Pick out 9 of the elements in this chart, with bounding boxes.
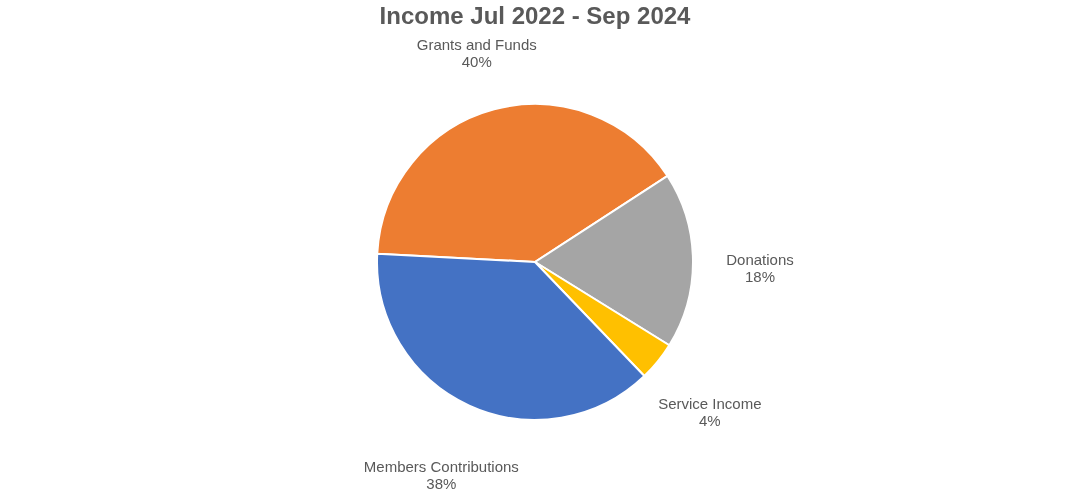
slice-label: Service Income bbox=[658, 394, 762, 412]
data-label: 18% bbox=[744, 267, 775, 285]
data-label: 4% bbox=[699, 411, 721, 429]
chart-title: Income Jul 2022 - Sep 2024 bbox=[379, 2, 692, 29]
slice-label: Members Contributions bbox=[363, 457, 519, 475]
slice-label: Donations bbox=[726, 250, 794, 268]
data-label: 38% bbox=[426, 474, 457, 492]
slice-label: Grants and Funds bbox=[416, 35, 537, 53]
data-label: 40% bbox=[461, 52, 492, 70]
